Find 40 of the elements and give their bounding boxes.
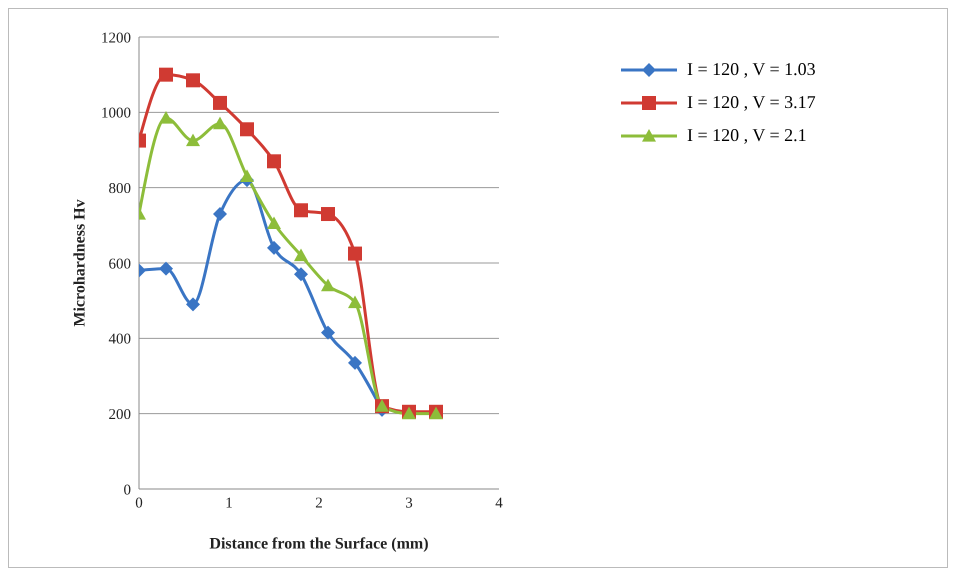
point	[213, 96, 227, 110]
point	[186, 297, 200, 312]
y-tick-label: 1000	[101, 106, 131, 122]
y-axis-title: Microhardness Hv	[72, 199, 89, 327]
point	[240, 169, 254, 182]
x-tick-label: 4	[495, 496, 504, 512]
point	[321, 326, 335, 340]
point	[186, 134, 200, 146]
point	[213, 207, 227, 222]
point	[321, 278, 335, 292]
legend-label: I = 120 , V = 2.1	[687, 125, 807, 146]
point	[240, 122, 254, 136]
point	[159, 262, 173, 276]
x-tick-label: 3	[405, 496, 413, 512]
x-tick-label: 2	[315, 496, 323, 512]
point	[159, 110, 173, 124]
point	[159, 68, 173, 82]
point	[348, 296, 362, 308]
y-tick-label: 0	[124, 482, 131, 498]
y-tick-label: 600	[108, 256, 131, 272]
x-tick-label: 0	[135, 496, 143, 512]
point	[321, 207, 335, 222]
y-tick-label: 1200	[101, 30, 131, 46]
point	[294, 203, 308, 218]
point	[294, 267, 308, 282]
legend-label: I = 120 , V = 1.03	[687, 59, 816, 80]
x-tick-label: 1	[225, 496, 233, 512]
y-tick-label: 200	[108, 406, 131, 423]
point	[267, 216, 281, 230]
point	[267, 240, 281, 255]
legend-label: I = 120 , V = 3.17	[687, 92, 816, 113]
point	[267, 154, 281, 168]
y-tick-label: 400	[108, 332, 131, 348]
x-axis-title: Distance from the Surface (mm)	[209, 535, 429, 552]
y-tick-label: 800	[108, 180, 131, 197]
point	[294, 248, 308, 262]
point	[186, 73, 200, 88]
point	[213, 116, 227, 130]
point	[348, 356, 362, 370]
point	[348, 246, 362, 261]
